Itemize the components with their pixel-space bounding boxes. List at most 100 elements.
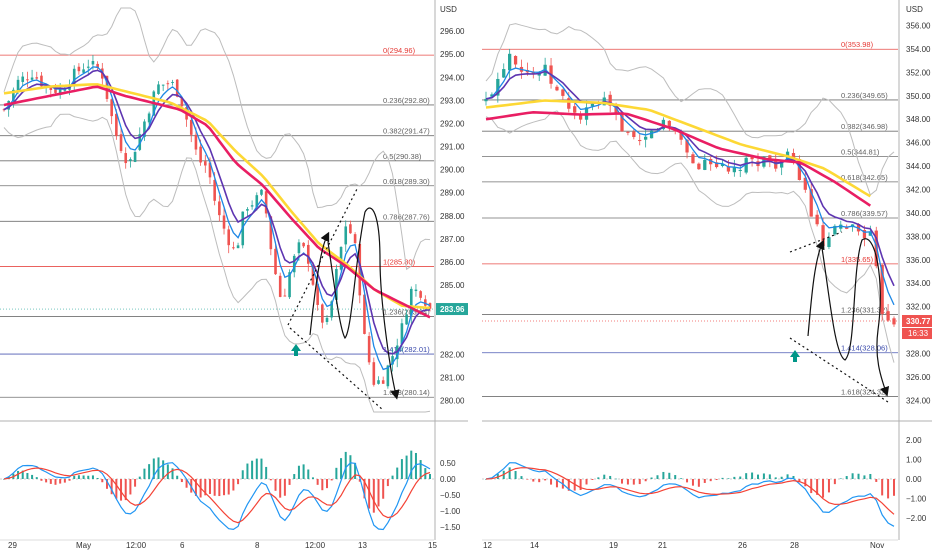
macd-histogram-bar	[358, 479, 361, 482]
macd-histogram-bar	[176, 475, 179, 479]
macd-histogram-bar	[656, 475, 659, 479]
price-tick-label: 344.00	[906, 162, 931, 171]
candle-body	[166, 83, 170, 85]
candle-body	[428, 303, 432, 309]
macd-histogram-bar	[508, 467, 511, 479]
candle-body	[297, 242, 301, 254]
macd-histogram-bar	[751, 472, 754, 479]
fib-level-label: 1(285.80)	[383, 258, 416, 267]
trendline-upper	[287, 186, 359, 326]
ma-slow-line	[485, 110, 872, 207]
macd-histogram-bar	[810, 479, 813, 494]
macd-histogram-bar	[166, 464, 169, 479]
candle-body	[363, 294, 366, 334]
candle-body	[886, 311, 890, 321]
candle-body	[732, 167, 736, 173]
candle-body	[697, 163, 701, 170]
candle-body	[815, 214, 819, 225]
macd-histogram-bar	[774, 477, 777, 479]
candle-body	[797, 159, 802, 180]
macd-histogram-bar	[246, 463, 249, 479]
macd-histogram-bar	[297, 465, 300, 479]
candle-body	[302, 242, 305, 247]
macd-histogram-bar	[129, 479, 132, 495]
candle-body	[638, 139, 642, 142]
macd-histogram-bar	[274, 479, 277, 491]
candle-body	[274, 248, 277, 275]
macd-histogram-bar	[881, 479, 884, 496]
candle-body	[199, 146, 202, 163]
candle-body	[424, 299, 427, 306]
candle-body	[26, 79, 29, 81]
candle-body	[508, 53, 512, 71]
candle-body	[236, 245, 240, 249]
macd-histogram-bar	[579, 479, 582, 490]
price-tick-label: 292.00	[440, 119, 465, 128]
candle-body	[614, 104, 618, 115]
macd-histogram-bar	[650, 477, 653, 479]
price-tick-label: 282.00	[440, 350, 465, 359]
macd-histogram-bar	[255, 458, 258, 479]
macd-histogram-bar	[232, 479, 235, 491]
candle-body	[632, 131, 636, 138]
candle-body	[391, 356, 394, 365]
candle-body	[321, 304, 324, 323]
candle-body	[316, 284, 319, 305]
candle-body	[194, 134, 198, 150]
macd-histogram-bar	[377, 479, 380, 507]
macd-histogram-bar	[680, 478, 683, 479]
macd-tick-label: −1.00	[906, 495, 927, 504]
time-axis-label: 26	[738, 541, 747, 550]
candle-body	[110, 99, 113, 117]
buy-signal-arrow-icon	[790, 350, 800, 362]
macd-histogram-bar	[307, 469, 310, 479]
price-tick-label: 295.00	[440, 50, 465, 59]
candle-body	[496, 78, 500, 96]
candle-body	[502, 69, 506, 78]
candle-body	[138, 134, 142, 150]
macd-histogram-bar	[632, 479, 635, 485]
macd-histogram-bar	[733, 476, 736, 479]
macd-histogram-bar	[73, 475, 76, 479]
candle-body	[714, 162, 719, 168]
fib-level-label: 0.236(349.65)	[841, 91, 888, 100]
buy-signal-arrow-icon	[291, 344, 301, 356]
candle-body	[250, 205, 254, 207]
candle-body	[372, 362, 376, 385]
macd-histogram-bar	[822, 479, 825, 498]
price-tick-label: 354.00	[906, 45, 931, 54]
last-price-label: 283.96	[440, 305, 465, 314]
time-axis-label: 13	[358, 541, 367, 550]
candle-body	[768, 155, 772, 161]
macd-histogram-bar	[251, 460, 254, 479]
macd-histogram-bar	[621, 479, 623, 484]
candle-body	[124, 153, 128, 164]
candle-body	[115, 113, 118, 137]
macd-histogram-bar	[171, 468, 174, 479]
right-chart-pane[interactable]: 356.00 354.00 352.00 350.00 348.00 346.00 344.…	[482, 0, 932, 550]
macd-histogram-bar	[697, 479, 700, 487]
price-tick-label: 286.00	[440, 258, 465, 267]
macd-histogram-bar	[185, 479, 188, 488]
macd-histogram-bar	[419, 460, 422, 479]
currency-label: USD	[906, 5, 923, 14]
candle-body	[21, 76, 25, 82]
macd-histogram-bar	[260, 458, 263, 479]
candle-body	[377, 380, 380, 384]
bollinger-upper-band	[485, 23, 895, 196]
candle-body	[644, 136, 648, 140]
candle-body	[246, 209, 249, 211]
left-chart-pane[interactable]: 296.00295.00294.00293.00292.00291.00290.…	[0, 0, 468, 550]
macd-histogram-bar	[597, 477, 600, 479]
macd-histogram-bar	[804, 479, 807, 487]
price-tick-label: 340.00	[906, 209, 931, 218]
price-tick-label: 288.00	[440, 212, 465, 221]
fib-level-label: 0(294.96)	[383, 46, 416, 55]
macd-histogram-bar	[893, 479, 895, 496]
macd-histogram-bar	[816, 479, 819, 495]
candle-body	[91, 61, 95, 65]
price-tick-label: 350.00	[906, 92, 931, 101]
projection-arrow-wave	[821, 238, 890, 397]
price-tick-label: 356.00	[906, 22, 931, 31]
